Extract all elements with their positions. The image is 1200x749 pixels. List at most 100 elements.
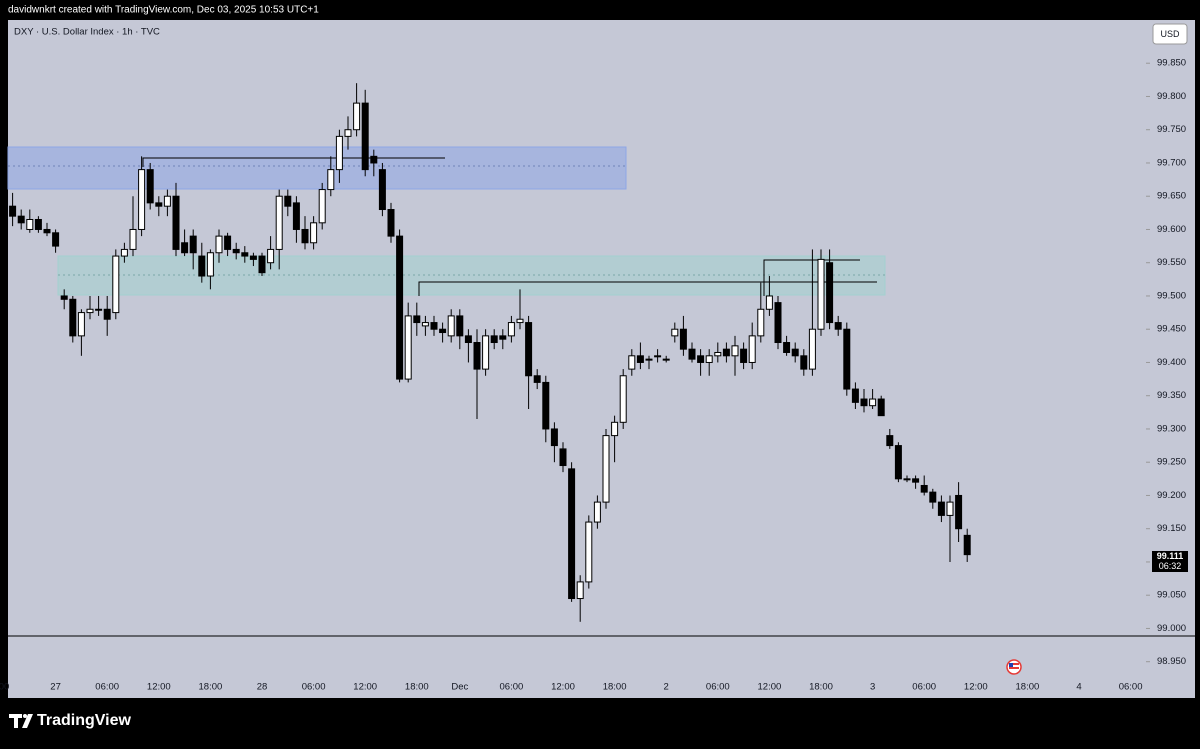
y-tick-label: 99.800 bbox=[1157, 91, 1186, 102]
candle-body bbox=[189, 235, 197, 254]
candle-body bbox=[215, 235, 223, 254]
x-tick-label: 12:00 bbox=[758, 682, 782, 693]
candle-body bbox=[52, 232, 60, 247]
candle-body bbox=[9, 205, 17, 217]
candle-body bbox=[929, 491, 937, 503]
x-tick-label: 27 bbox=[50, 682, 61, 693]
candle-body bbox=[851, 388, 859, 403]
plot: 98.95099.00099.05099.10099.15099.20099.2… bbox=[0, 58, 1186, 693]
logo-part bbox=[14, 714, 18, 728]
candle-body bbox=[714, 351, 722, 357]
candle-body bbox=[688, 348, 696, 360]
candle-body bbox=[335, 135, 343, 171]
x-tick-label: 18:00 bbox=[1016, 682, 1040, 693]
candle-body bbox=[482, 335, 490, 370]
candle-body bbox=[602, 435, 610, 503]
candle-body bbox=[903, 478, 911, 481]
candle-body bbox=[241, 252, 249, 257]
candle-body bbox=[456, 315, 464, 337]
candle-body bbox=[645, 358, 653, 361]
candle-body bbox=[654, 355, 662, 358]
level-line bbox=[418, 281, 877, 296]
y-tick-label: 99.600 bbox=[1157, 224, 1186, 235]
candle-body bbox=[163, 195, 171, 207]
candle-body bbox=[275, 195, 283, 250]
candle-body bbox=[447, 315, 455, 337]
candle-body bbox=[249, 255, 257, 260]
candle-body bbox=[765, 295, 773, 310]
candle-body bbox=[585, 521, 593, 583]
candle-body bbox=[783, 342, 791, 353]
candle-body bbox=[826, 262, 834, 324]
candle-body bbox=[353, 102, 361, 131]
candle-body bbox=[963, 534, 971, 556]
candle-body bbox=[490, 335, 498, 344]
candle-body bbox=[95, 308, 103, 311]
candle-body bbox=[26, 218, 34, 230]
candle-body bbox=[611, 421, 619, 437]
candle-body bbox=[946, 501, 954, 516]
candle-body bbox=[146, 169, 154, 204]
candle-body bbox=[834, 322, 842, 330]
x-tick-label: 12:00 bbox=[147, 682, 171, 693]
currency-button[interactable] bbox=[1152, 23, 1188, 45]
candle-body bbox=[138, 169, 146, 230]
candle-body bbox=[576, 581, 584, 600]
candle-body bbox=[525, 322, 533, 377]
logo-part bbox=[23, 714, 27, 718]
candle-body bbox=[671, 328, 679, 337]
candle-body bbox=[619, 375, 627, 423]
candle-body bbox=[181, 242, 189, 254]
candle-body bbox=[370, 155, 378, 164]
candle-body bbox=[662, 358, 670, 361]
candle-body bbox=[232, 248, 240, 254]
candle-body bbox=[310, 222, 318, 244]
candle-body bbox=[396, 235, 404, 380]
x-tick-label: 18:00 bbox=[603, 682, 627, 693]
y-tick-label: 99.400 bbox=[1157, 357, 1186, 368]
candle-body bbox=[757, 308, 765, 337]
y-tick-label: 99.200 bbox=[1157, 490, 1186, 501]
x-tick-label: 18:00 bbox=[405, 682, 429, 693]
demand-zone bbox=[57, 255, 886, 296]
level-line bbox=[763, 259, 860, 296]
candle-body bbox=[112, 255, 120, 314]
y-tick-label: 99.700 bbox=[1157, 157, 1186, 168]
candle-body bbox=[955, 494, 963, 530]
candle-body bbox=[894, 445, 902, 480]
countdown: 06:32 bbox=[1159, 561, 1182, 571]
candle-body bbox=[224, 235, 232, 250]
candle-body bbox=[860, 398, 868, 407]
x-tick-label: 4 bbox=[1076, 682, 1081, 693]
candle-body bbox=[34, 218, 42, 230]
candle-body bbox=[800, 355, 808, 370]
candle-body bbox=[636, 355, 644, 363]
x-tick-label: 06:00 bbox=[95, 682, 119, 693]
candle-body bbox=[301, 228, 309, 244]
candle-body bbox=[507, 322, 515, 337]
x-tick-label: 06:00 bbox=[500, 682, 524, 693]
candle-body bbox=[155, 202, 163, 207]
y-tick-label: 98.950 bbox=[1157, 656, 1186, 667]
candle-body bbox=[499, 335, 507, 340]
event-flag bbox=[1009, 667, 1019, 669]
candle-body bbox=[774, 302, 782, 344]
candle-body bbox=[60, 295, 68, 300]
y-tick-label: 99.050 bbox=[1157, 590, 1186, 601]
brand-name: TradingView bbox=[37, 712, 132, 729]
candle-body bbox=[206, 252, 214, 277]
candle-body bbox=[258, 255, 266, 274]
candle-body bbox=[387, 209, 395, 237]
event-flag bbox=[1009, 663, 1013, 667]
y-tick-label: 99.150 bbox=[1157, 523, 1186, 534]
x-tick-label: 06:00 bbox=[302, 682, 326, 693]
chart-title: DXY · U.S. Dollar Index · 1h · TVC bbox=[14, 27, 160, 38]
candle-body bbox=[516, 318, 524, 324]
candle-body bbox=[129, 228, 137, 250]
candle-body bbox=[378, 169, 386, 211]
x-tick-label: 28 bbox=[257, 682, 268, 693]
candle-body bbox=[284, 195, 292, 207]
x-tick-label: 12:00 bbox=[353, 682, 377, 693]
chart-background bbox=[8, 20, 1195, 698]
candle-body bbox=[120, 248, 128, 257]
